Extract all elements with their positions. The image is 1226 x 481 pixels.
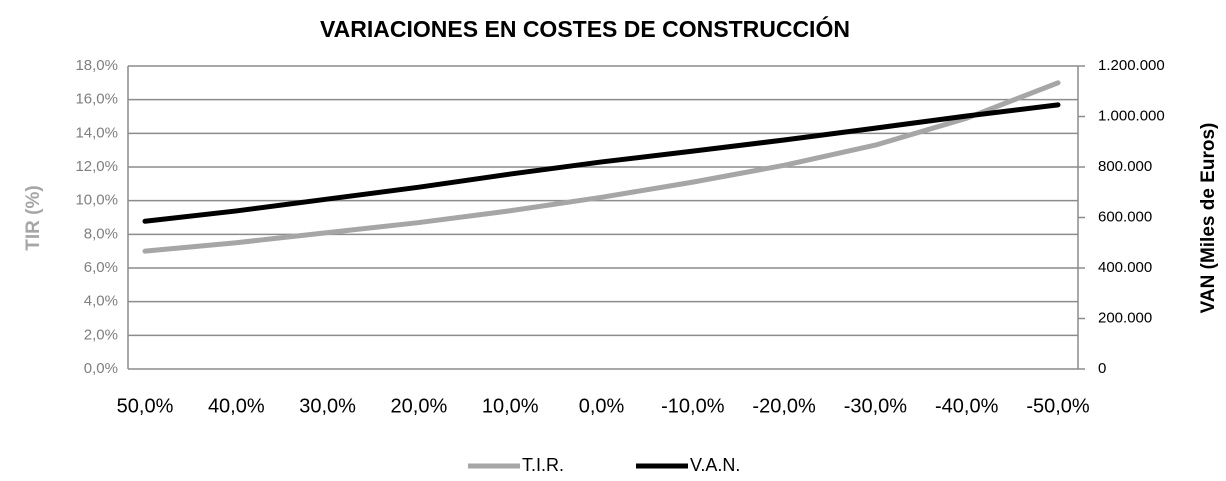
y2-tick-label: 1.200.000 [1098,57,1165,74]
x-tick-label: -20,0% [752,395,816,417]
line-series [142,102,1061,224]
x-tick-label: 10,0% [482,395,539,417]
y-axis-title: TIR (%) [23,185,44,250]
x-tick-label: 40,0% [208,395,265,417]
legend-label: T.I.R. [522,455,564,475]
x-tick-label: 50,0% [117,395,174,417]
x-tick-label: 0,0% [579,395,625,417]
y-tick-label: 14,0% [75,124,118,141]
y2-tick-label: 400.000 [1098,259,1152,276]
y2-axis-title: VAN (Miles de Euros) [1198,123,1219,314]
y-tick-label: 2,0% [84,326,118,343]
y-tick-label: 10,0% [75,192,118,209]
y2-tick-label: 200.000 [1098,309,1152,326]
y-tick-label: 16,0% [75,91,118,108]
legend-label: V.A.N. [690,455,740,475]
chart-title: VARIACIONES EN COSTES DE CONSTRUCCIÓN [320,15,850,42]
y-tick-label: 12,0% [75,158,118,175]
x-tick-label: 20,0% [391,395,448,417]
x-tick-label: -50,0% [1026,395,1090,417]
line-series [142,80,1061,254]
y2-tick-label: 1.000.000 [1098,107,1165,124]
y-tick-label: 6,0% [84,259,118,276]
y-tick-label: 4,0% [84,293,118,310]
x-tick-label: 30,0% [299,395,356,417]
y2-tick-label: 600.000 [1098,208,1152,225]
y2-tick-label: 0 [1098,360,1106,377]
x-tick-label: -40,0% [935,395,999,417]
y-tick-label: 8,0% [84,225,118,242]
x-tick-label: -30,0% [844,395,908,417]
y2-tick-label: 800.000 [1098,158,1152,175]
x-tick-label: -10,0% [661,395,725,417]
y-tick-label: 0,0% [84,360,118,377]
y-tick-label: 18,0% [75,57,118,74]
